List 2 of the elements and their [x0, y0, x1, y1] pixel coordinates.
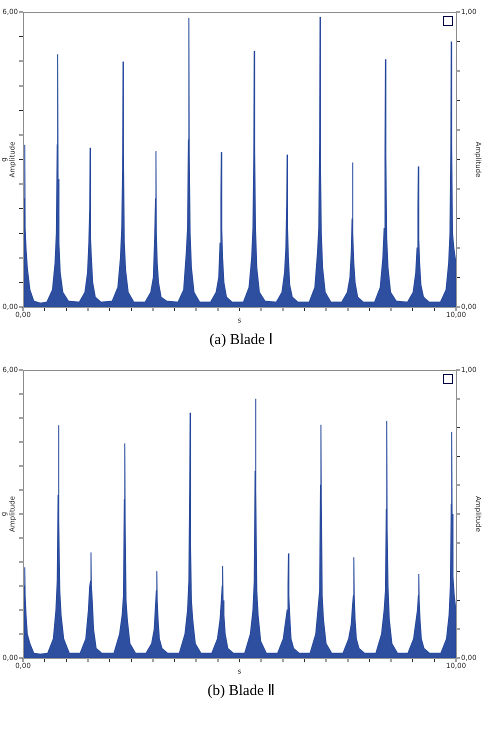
text: (a) Blade Ⅰ [208, 331, 274, 350]
text: (b) Blade Ⅱ [206, 682, 276, 701]
